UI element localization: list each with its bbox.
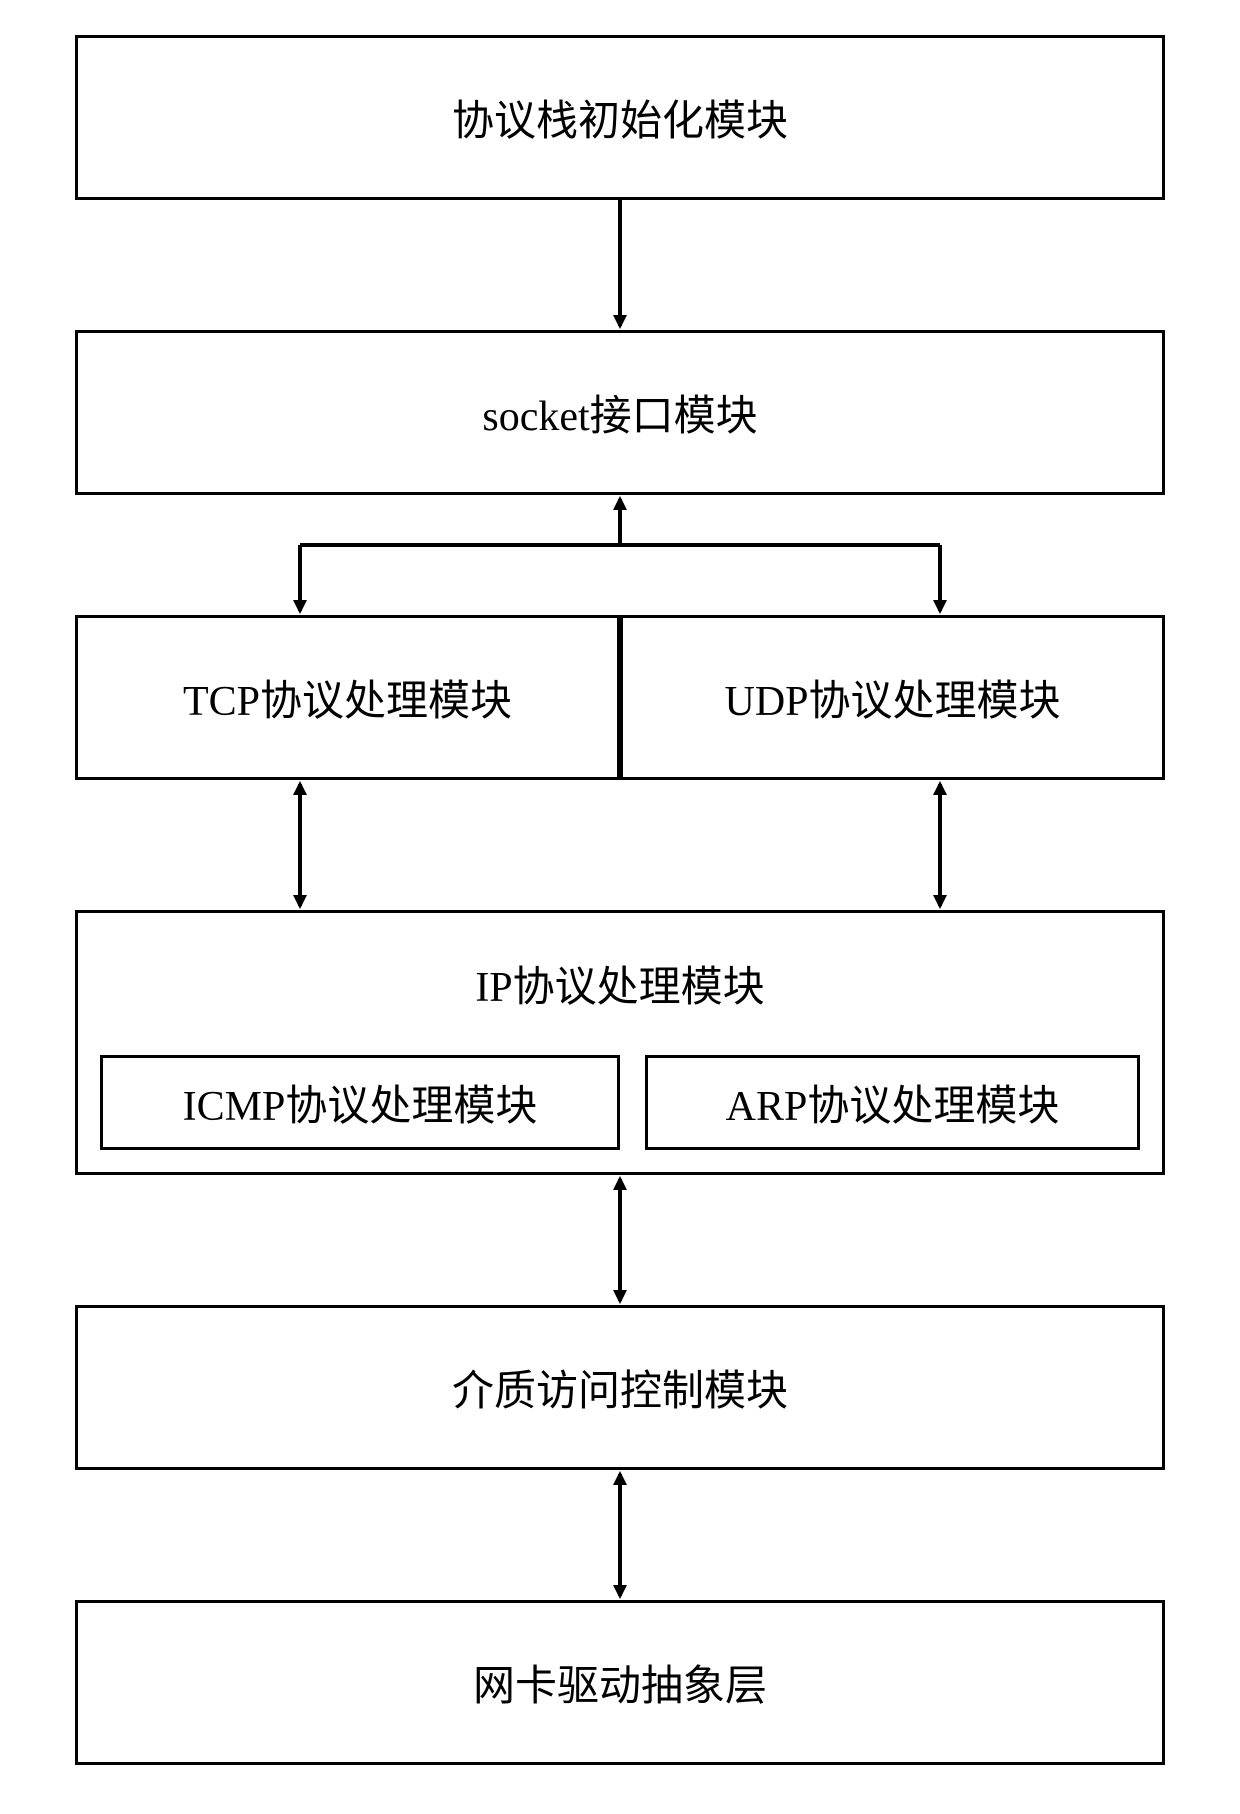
box-icmp: ICMP协议处理模块	[100, 1055, 620, 1150]
box-tcp: TCP协议处理模块	[75, 615, 620, 780]
box-init: 协议栈初始化模块	[75, 35, 1165, 200]
box-mac: 介质访问控制模块	[75, 1305, 1165, 1470]
box-mac-label: 介质访问控制模块	[452, 1357, 788, 1418]
box-socket: socket接口模块	[75, 330, 1165, 495]
box-ip-label: IP协议处理模块	[78, 953, 1162, 1014]
box-init-label: 协议栈初始化模块	[452, 87, 788, 148]
box-icmp-label: ICMP协议处理模块	[183, 1072, 538, 1133]
box-nic: 网卡驱动抽象层	[75, 1600, 1165, 1765]
box-socket-label: socket接口模块	[482, 382, 757, 443]
box-tcp-label: TCP协议处理模块	[183, 667, 512, 728]
box-udp: UDP协议处理模块	[620, 615, 1165, 780]
arrows-layer	[0, 0, 1240, 1814]
box-arp-label: ARP协议处理模块	[726, 1072, 1060, 1133]
box-udp-label: UDP协议处理模块	[724, 667, 1060, 728]
diagram-canvas: 协议栈初始化模块 socket接口模块 TCP协议处理模块 UDP协议处理模块 …	[0, 0, 1240, 1814]
box-arp: ARP协议处理模块	[645, 1055, 1140, 1150]
box-nic-label: 网卡驱动抽象层	[473, 1652, 767, 1713]
